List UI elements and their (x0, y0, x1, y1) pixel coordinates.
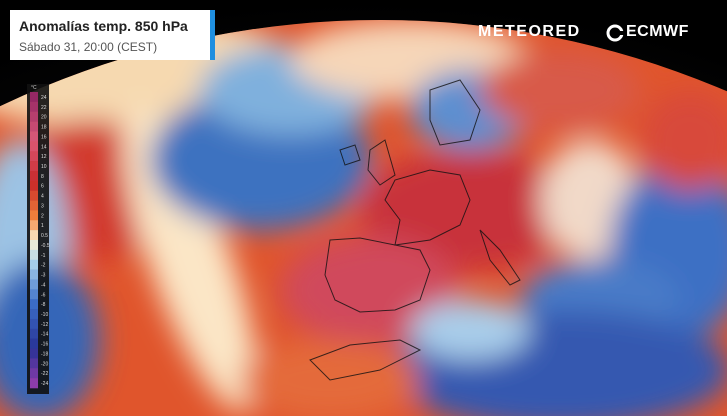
legend-label: 2 (41, 213, 44, 219)
legend-label: 6 (41, 184, 44, 190)
legend-label: 14 (41, 144, 47, 150)
legend-swatch (30, 309, 38, 320)
legend-swatch (30, 141, 38, 152)
legend-label: 8 (41, 174, 44, 180)
ecmwf-icon (606, 24, 624, 42)
legend-label: -18 (41, 351, 48, 357)
legend-swatch (30, 378, 38, 389)
legend-swatch (30, 328, 38, 339)
meteored-logo: METEORED (478, 23, 581, 40)
legend-swatch (30, 131, 38, 142)
legend-label: 0.5 (41, 233, 48, 239)
legend-swatch (30, 210, 38, 221)
legend-swatch (30, 259, 38, 270)
legend-swatch (30, 220, 38, 231)
title: Anomalías temp. 850 hPa (19, 18, 188, 34)
legend-swatch (30, 151, 38, 162)
legend-swatch (30, 279, 38, 290)
legend-label: -16 (41, 342, 48, 348)
legend-swatch (30, 249, 38, 261)
title-box: Anomalías temp. 850 hPa Sábado 31, 20:00… (10, 10, 215, 60)
legend-swatch (30, 190, 38, 201)
legend-swatch (30, 121, 38, 132)
legend-swatch (30, 111, 38, 122)
legend-swatch (30, 318, 38, 330)
legend-swatch (30, 299, 38, 310)
legend-swatch (30, 240, 38, 251)
legend-label: 18 (41, 125, 47, 131)
legend-label: -8 (41, 302, 46, 308)
legend-label: -2 (41, 263, 46, 269)
legend-swatch (30, 101, 38, 113)
legend-label: -14 (41, 332, 48, 338)
legend-swatch (30, 161, 38, 172)
legend-unit: °C (31, 85, 37, 91)
legend-label: 12 (41, 154, 47, 160)
legend-label: 4 (41, 194, 44, 200)
legend-label: -6 (41, 292, 46, 298)
legend-swatch (30, 92, 38, 103)
legend-label: -0.5 (41, 243, 50, 249)
legend-label: -22 (41, 371, 48, 377)
legend-label: -20 (41, 361, 48, 367)
legend-label: 10 (41, 164, 47, 170)
legend-label: -24 (41, 381, 48, 387)
legend-swatch (30, 358, 38, 369)
legend-label: 20 (41, 115, 47, 121)
legend-label: -12 (41, 322, 48, 328)
legend-swatch (30, 348, 38, 359)
legend-label: -3 (41, 273, 46, 279)
ecmwf-logo: ECMWF (626, 23, 689, 40)
legend-label: 16 (41, 134, 47, 140)
legend-swatch (30, 230, 38, 241)
legend-label: -1 (41, 253, 46, 259)
legend-swatch (30, 289, 38, 300)
legend-swatch (30, 200, 38, 211)
legend-label: -10 (41, 312, 48, 318)
legend-swatch (30, 269, 38, 280)
legend-swatch (30, 368, 38, 379)
legend-swatch (30, 180, 38, 191)
subtitle: Sábado 31, 20:00 (CEST) (19, 40, 158, 54)
legend-swatch (30, 170, 38, 182)
legend-label: 24 (41, 95, 47, 101)
legend-label: -4 (41, 282, 46, 288)
legend-swatch (30, 338, 38, 349)
legend-label: 3 (41, 203, 44, 209)
legend-label: 1 (41, 223, 44, 229)
legend-label: 22 (41, 105, 47, 111)
